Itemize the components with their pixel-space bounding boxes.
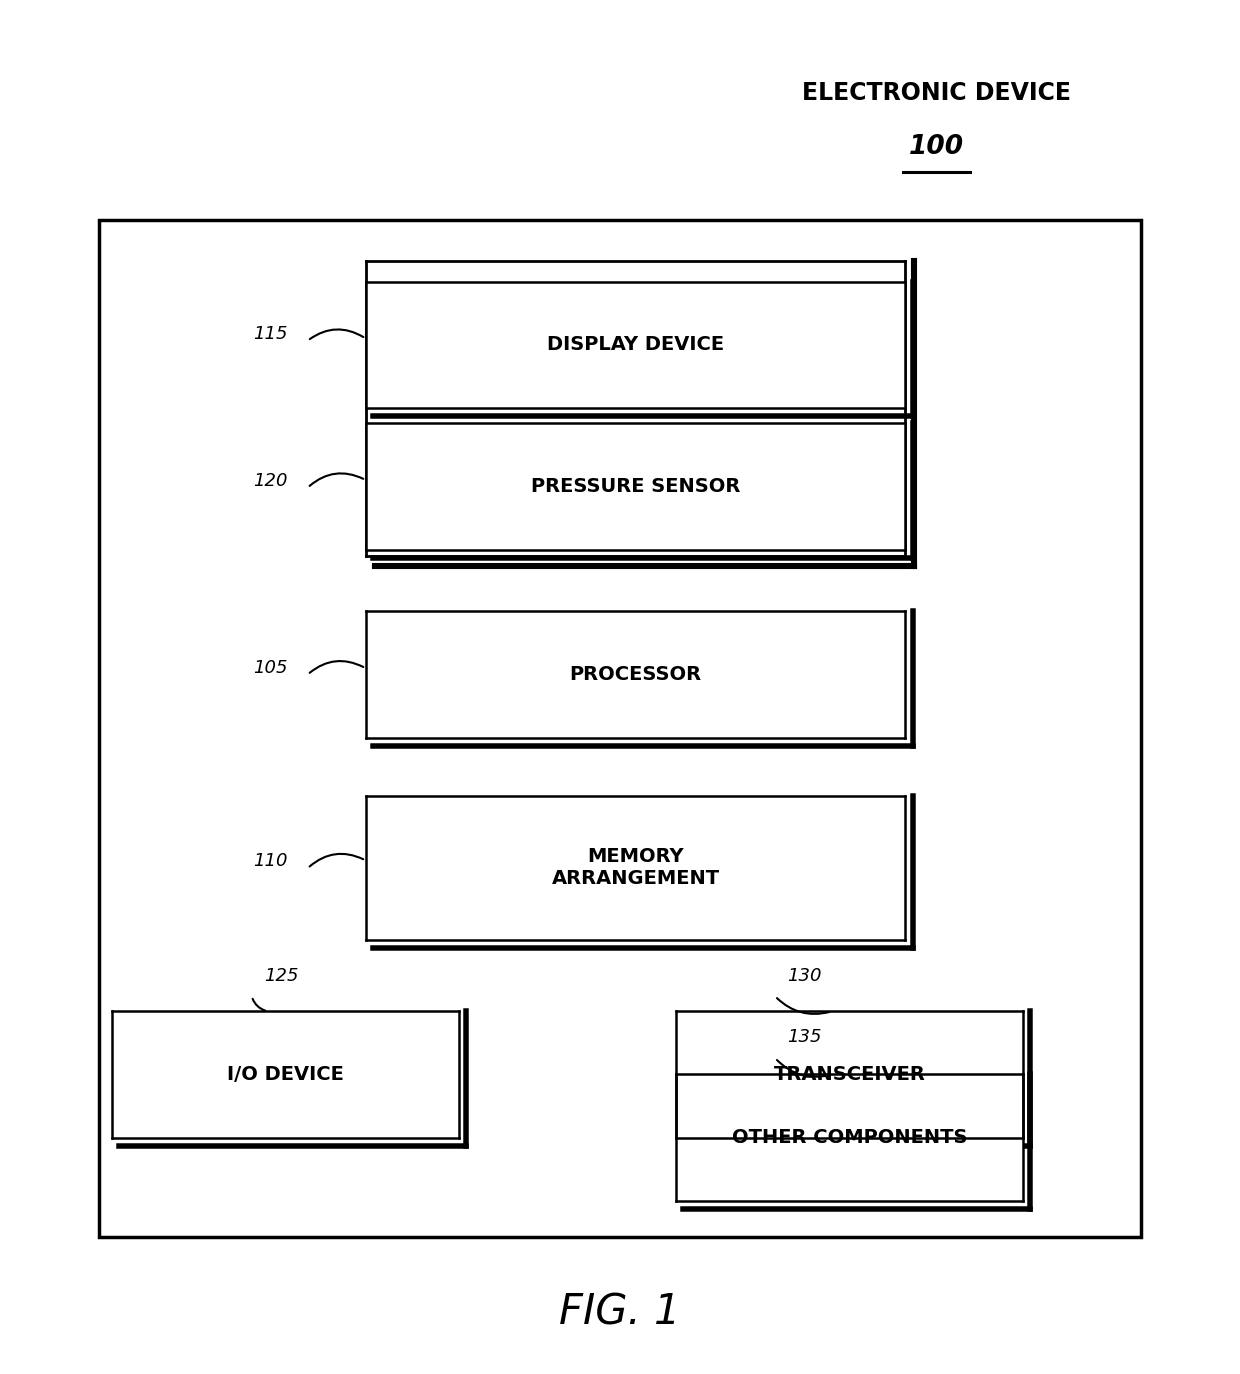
- Text: OTHER COMPONENTS: OTHER COMPONENTS: [732, 1128, 967, 1147]
- Text: TRANSCEIVER: TRANSCEIVER: [774, 1065, 925, 1084]
- Text: 120: 120: [253, 471, 288, 491]
- Text: ELECTRONIC DEVICE: ELECTRONIC DEVICE: [802, 81, 1070, 106]
- Bar: [366, 282, 905, 408]
- Bar: [366, 261, 905, 556]
- Bar: [676, 1074, 1023, 1201]
- Text: 110: 110: [253, 852, 288, 871]
- Text: 105: 105: [253, 658, 288, 677]
- Bar: [676, 1011, 1023, 1138]
- Bar: [99, 220, 1141, 1237]
- Text: FIG. 1: FIG. 1: [559, 1292, 681, 1333]
- Bar: [366, 423, 905, 550]
- Text: PROCESSOR: PROCESSOR: [569, 665, 702, 684]
- Text: 135: 135: [787, 1028, 822, 1047]
- Text: 125: 125: [264, 966, 299, 985]
- Text: 100: 100: [909, 135, 963, 159]
- Bar: [366, 796, 905, 940]
- Text: I/O DEVICE: I/O DEVICE: [227, 1065, 343, 1084]
- Bar: [366, 611, 905, 738]
- Text: MEMORY
ARRANGEMENT: MEMORY ARRANGEMENT: [552, 848, 719, 888]
- Bar: [112, 1011, 459, 1138]
- Text: 115: 115: [253, 324, 288, 344]
- Text: DISPLAY DEVICE: DISPLAY DEVICE: [547, 335, 724, 354]
- Text: 130: 130: [787, 966, 822, 985]
- Text: PRESSURE SENSOR: PRESSURE SENSOR: [531, 477, 740, 496]
